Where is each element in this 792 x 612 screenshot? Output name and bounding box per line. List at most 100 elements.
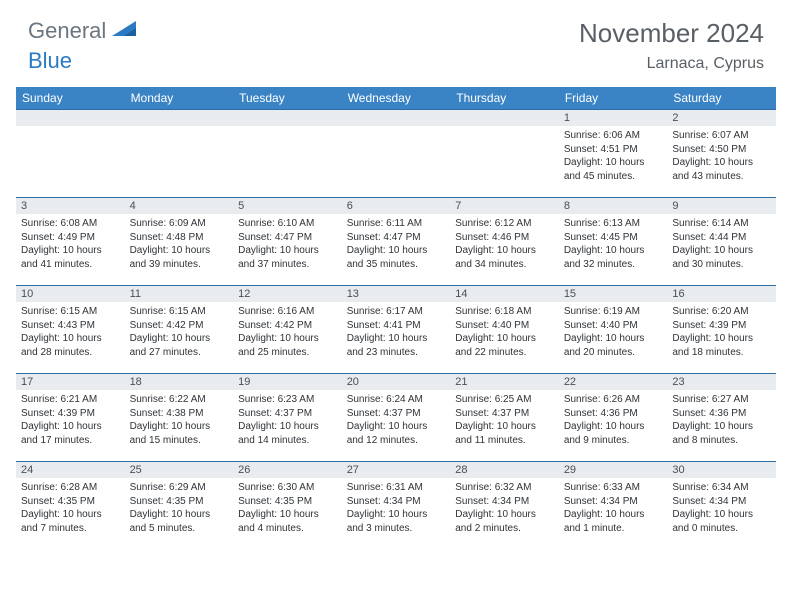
daylight-line: Daylight: 10 hours and 18 minutes.: [672, 332, 771, 359]
empty-cell: [342, 110, 451, 198]
empty-daynum: [450, 110, 559, 126]
day-cell: 7Sunrise: 6:12 AMSunset: 4:46 PMDaylight…: [450, 198, 559, 286]
day-number: 11: [125, 286, 234, 302]
daylight-line: Daylight: 10 hours and 35 minutes.: [347, 244, 446, 271]
day-number: 1: [559, 110, 668, 126]
day-cell: 3Sunrise: 6:08 AMSunset: 4:49 PMDaylight…: [16, 198, 125, 286]
month-title: November 2024: [579, 18, 764, 49]
day-number: 15: [559, 286, 668, 302]
day-cell: 18Sunrise: 6:22 AMSunset: 4:38 PMDayligh…: [125, 374, 234, 462]
sunset-line: Sunset: 4:42 PM: [238, 319, 337, 333]
day-body: Sunrise: 6:28 AMSunset: 4:35 PMDaylight:…: [16, 478, 125, 539]
day-body: Sunrise: 6:19 AMSunset: 4:40 PMDaylight:…: [559, 302, 668, 363]
day-number: 14: [450, 286, 559, 302]
day-number: 21: [450, 374, 559, 390]
sunrise-line: Sunrise: 6:16 AM: [238, 305, 337, 319]
empty-daynum: [233, 110, 342, 126]
day-number: 5: [233, 198, 342, 214]
day-body: Sunrise: 6:34 AMSunset: 4:34 PMDaylight:…: [667, 478, 776, 539]
sunrise-line: Sunrise: 6:25 AM: [455, 393, 554, 407]
sunrise-line: Sunrise: 6:33 AM: [564, 481, 663, 495]
day-cell: 6Sunrise: 6:11 AMSunset: 4:47 PMDaylight…: [342, 198, 451, 286]
sunset-line: Sunset: 4:37 PM: [238, 407, 337, 421]
day-number: 3: [16, 198, 125, 214]
day-body: Sunrise: 6:32 AMSunset: 4:34 PMDaylight:…: [450, 478, 559, 539]
sunset-line: Sunset: 4:40 PM: [564, 319, 663, 333]
day-number: 4: [125, 198, 234, 214]
daylight-line: Daylight: 10 hours and 15 minutes.: [130, 420, 229, 447]
sunset-line: Sunset: 4:34 PM: [564, 495, 663, 509]
weekday-tuesday: Tuesday: [233, 87, 342, 110]
day-body: Sunrise: 6:10 AMSunset: 4:47 PMDaylight:…: [233, 214, 342, 275]
day-number: 18: [125, 374, 234, 390]
day-body: Sunrise: 6:30 AMSunset: 4:35 PMDaylight:…: [233, 478, 342, 539]
day-number: 30: [667, 462, 776, 478]
sunset-line: Sunset: 4:37 PM: [455, 407, 554, 421]
day-body: Sunrise: 6:11 AMSunset: 4:47 PMDaylight:…: [342, 214, 451, 275]
day-body: Sunrise: 6:16 AMSunset: 4:42 PMDaylight:…: [233, 302, 342, 363]
calendar-table: SundayMondayTuesdayWednesdayThursdayFrid…: [16, 87, 776, 550]
day-cell: 9Sunrise: 6:14 AMSunset: 4:44 PMDaylight…: [667, 198, 776, 286]
sunset-line: Sunset: 4:34 PM: [672, 495, 771, 509]
sunrise-line: Sunrise: 6:31 AM: [347, 481, 446, 495]
daylight-line: Daylight: 10 hours and 12 minutes.: [347, 420, 446, 447]
daylight-line: Daylight: 10 hours and 32 minutes.: [564, 244, 663, 271]
empty-daynum: [125, 110, 234, 126]
sunset-line: Sunset: 4:37 PM: [347, 407, 446, 421]
sunset-line: Sunset: 4:39 PM: [21, 407, 120, 421]
day-cell: 19Sunrise: 6:23 AMSunset: 4:37 PMDayligh…: [233, 374, 342, 462]
day-body: Sunrise: 6:25 AMSunset: 4:37 PMDaylight:…: [450, 390, 559, 451]
day-cell: 22Sunrise: 6:26 AMSunset: 4:36 PMDayligh…: [559, 374, 668, 462]
daylight-line: Daylight: 10 hours and 25 minutes.: [238, 332, 337, 359]
day-body: Sunrise: 6:27 AMSunset: 4:36 PMDaylight:…: [667, 390, 776, 451]
sunset-line: Sunset: 4:42 PM: [130, 319, 229, 333]
sunrise-line: Sunrise: 6:07 AM: [672, 129, 771, 143]
sunrise-line: Sunrise: 6:22 AM: [130, 393, 229, 407]
day-cell: 16Sunrise: 6:20 AMSunset: 4:39 PMDayligh…: [667, 286, 776, 374]
weekday-header-row: SundayMondayTuesdayWednesdayThursdayFrid…: [16, 87, 776, 110]
sunrise-line: Sunrise: 6:20 AM: [672, 305, 771, 319]
empty-daynum: [342, 110, 451, 126]
day-body: Sunrise: 6:08 AMSunset: 4:49 PMDaylight:…: [16, 214, 125, 275]
sunrise-line: Sunrise: 6:23 AM: [238, 393, 337, 407]
sunset-line: Sunset: 4:35 PM: [21, 495, 120, 509]
day-cell: 4Sunrise: 6:09 AMSunset: 4:48 PMDaylight…: [125, 198, 234, 286]
day-number: 25: [125, 462, 234, 478]
day-cell: 29Sunrise: 6:33 AMSunset: 4:34 PMDayligh…: [559, 462, 668, 550]
sunrise-line: Sunrise: 6:30 AM: [238, 481, 337, 495]
sunrise-line: Sunrise: 6:10 AM: [238, 217, 337, 231]
empty-cell: [233, 110, 342, 198]
sunset-line: Sunset: 4:45 PM: [564, 231, 663, 245]
day-body: Sunrise: 6:33 AMSunset: 4:34 PMDaylight:…: [559, 478, 668, 539]
day-number: 8: [559, 198, 668, 214]
day-number: 27: [342, 462, 451, 478]
daylight-line: Daylight: 10 hours and 20 minutes.: [564, 332, 663, 359]
day-body: Sunrise: 6:15 AMSunset: 4:43 PMDaylight:…: [16, 302, 125, 363]
weekday-saturday: Saturday: [667, 87, 776, 110]
logo: General: [28, 18, 140, 44]
weekday-thursday: Thursday: [450, 87, 559, 110]
day-number: 13: [342, 286, 451, 302]
sunset-line: Sunset: 4:51 PM: [564, 143, 663, 157]
daylight-line: Daylight: 10 hours and 7 minutes.: [21, 508, 120, 535]
day-body: Sunrise: 6:22 AMSunset: 4:38 PMDaylight:…: [125, 390, 234, 451]
day-cell: 5Sunrise: 6:10 AMSunset: 4:47 PMDaylight…: [233, 198, 342, 286]
day-number: 10: [16, 286, 125, 302]
sunrise-line: Sunrise: 6:19 AM: [564, 305, 663, 319]
day-cell: 8Sunrise: 6:13 AMSunset: 4:45 PMDaylight…: [559, 198, 668, 286]
calendar-body: 1Sunrise: 6:06 AMSunset: 4:51 PMDaylight…: [16, 110, 776, 550]
daylight-line: Daylight: 10 hours and 1 minute.: [564, 508, 663, 535]
day-cell: 2Sunrise: 6:07 AMSunset: 4:50 PMDaylight…: [667, 110, 776, 198]
empty-daynum: [16, 110, 125, 126]
day-body: Sunrise: 6:12 AMSunset: 4:46 PMDaylight:…: [450, 214, 559, 275]
sunrise-line: Sunrise: 6:11 AM: [347, 217, 446, 231]
sunset-line: Sunset: 4:39 PM: [672, 319, 771, 333]
sunrise-line: Sunrise: 6:15 AM: [130, 305, 229, 319]
sunset-line: Sunset: 4:35 PM: [238, 495, 337, 509]
calendar-row: 24Sunrise: 6:28 AMSunset: 4:35 PMDayligh…: [16, 462, 776, 550]
day-cell: 21Sunrise: 6:25 AMSunset: 4:37 PMDayligh…: [450, 374, 559, 462]
daylight-line: Daylight: 10 hours and 3 minutes.: [347, 508, 446, 535]
sunrise-line: Sunrise: 6:32 AM: [455, 481, 554, 495]
sunset-line: Sunset: 4:41 PM: [347, 319, 446, 333]
day-body: Sunrise: 6:26 AMSunset: 4:36 PMDaylight:…: [559, 390, 668, 451]
